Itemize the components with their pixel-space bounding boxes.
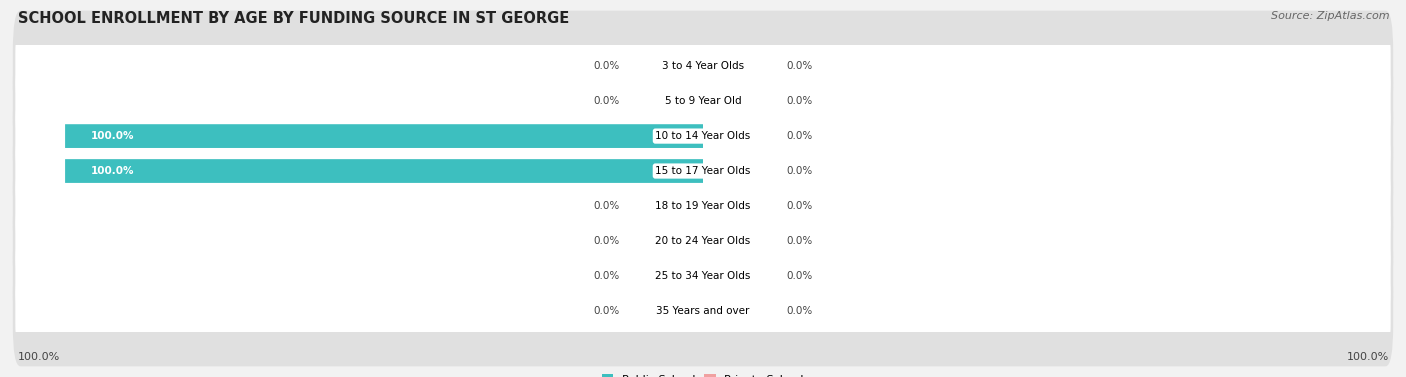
Text: 0.0%: 0.0% <box>786 201 813 211</box>
FancyBboxPatch shape <box>15 166 1391 246</box>
Text: 20 to 24 Year Olds: 20 to 24 Year Olds <box>655 236 751 246</box>
Legend: Public School, Private School: Public School, Private School <box>598 370 808 377</box>
Text: 18 to 19 Year Olds: 18 to 19 Year Olds <box>655 201 751 211</box>
FancyBboxPatch shape <box>65 124 703 148</box>
FancyBboxPatch shape <box>13 46 1393 157</box>
Text: 0.0%: 0.0% <box>593 271 620 281</box>
FancyBboxPatch shape <box>13 220 1393 331</box>
FancyBboxPatch shape <box>13 11 1393 122</box>
FancyBboxPatch shape <box>15 236 1391 316</box>
FancyBboxPatch shape <box>13 185 1393 296</box>
Text: Source: ZipAtlas.com: Source: ZipAtlas.com <box>1271 11 1389 21</box>
Text: 0.0%: 0.0% <box>786 131 813 141</box>
Text: 35 Years and over: 35 Years and over <box>657 306 749 316</box>
Text: 0.0%: 0.0% <box>786 96 813 106</box>
Text: 0.0%: 0.0% <box>593 61 620 71</box>
Text: 0.0%: 0.0% <box>593 306 620 316</box>
Text: 10 to 14 Year Olds: 10 to 14 Year Olds <box>655 131 751 141</box>
FancyBboxPatch shape <box>15 271 1391 351</box>
FancyBboxPatch shape <box>65 159 703 183</box>
FancyBboxPatch shape <box>13 150 1393 262</box>
Text: 0.0%: 0.0% <box>786 306 813 316</box>
Text: 100.0%: 100.0% <box>90 166 134 176</box>
Text: 3 to 4 Year Olds: 3 to 4 Year Olds <box>662 61 744 71</box>
FancyBboxPatch shape <box>15 201 1391 281</box>
Text: 25 to 34 Year Olds: 25 to 34 Year Olds <box>655 271 751 281</box>
FancyBboxPatch shape <box>13 115 1393 227</box>
Text: 0.0%: 0.0% <box>786 61 813 71</box>
Text: 0.0%: 0.0% <box>786 236 813 246</box>
FancyBboxPatch shape <box>13 81 1393 192</box>
FancyBboxPatch shape <box>15 96 1391 176</box>
Text: SCHOOL ENROLLMENT BY AGE BY FUNDING SOURCE IN ST GEORGE: SCHOOL ENROLLMENT BY AGE BY FUNDING SOUR… <box>18 11 569 26</box>
FancyBboxPatch shape <box>15 61 1391 141</box>
Text: 100.0%: 100.0% <box>1347 352 1389 362</box>
Text: 100.0%: 100.0% <box>18 352 60 362</box>
Text: 5 to 9 Year Old: 5 to 9 Year Old <box>665 96 741 106</box>
FancyBboxPatch shape <box>15 131 1391 211</box>
FancyBboxPatch shape <box>15 26 1391 106</box>
Text: 15 to 17 Year Olds: 15 to 17 Year Olds <box>655 166 751 176</box>
Text: 0.0%: 0.0% <box>786 271 813 281</box>
FancyBboxPatch shape <box>13 255 1393 366</box>
Text: 0.0%: 0.0% <box>593 201 620 211</box>
Text: 0.0%: 0.0% <box>593 236 620 246</box>
Text: 100.0%: 100.0% <box>90 131 134 141</box>
Text: 0.0%: 0.0% <box>593 96 620 106</box>
Text: 0.0%: 0.0% <box>786 166 813 176</box>
